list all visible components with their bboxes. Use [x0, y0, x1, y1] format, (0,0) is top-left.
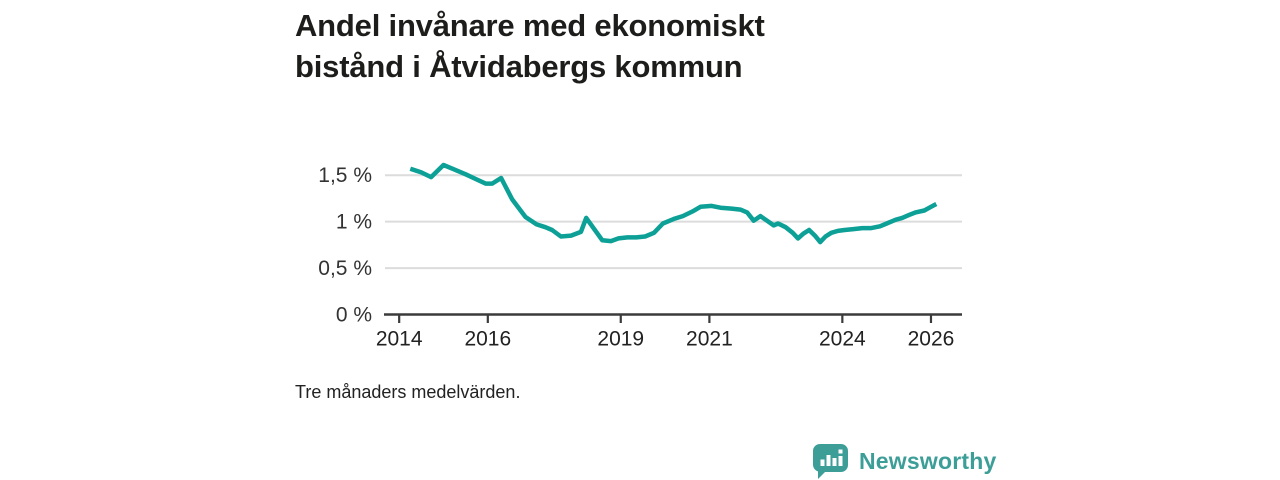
x-axis-tick-label: 2026 — [908, 328, 955, 351]
y-axis-tick-label: 1 % — [336, 211, 372, 234]
chart-title: Andel invånare med ekonomiskt bistånd i … — [295, 5, 765, 87]
x-axis-tick-label: 2016 — [464, 328, 511, 351]
y-axis-tick-label: 1,5 % — [318, 164, 372, 187]
x-axis-tick-label: 2014 — [376, 328, 423, 351]
brand-name: Newsworthy — [859, 448, 997, 474]
newsworthy-logo: Newsworthy — [812, 443, 996, 480]
x-axis-tick-label: 2021 — [686, 328, 733, 351]
y-axis-tick-label: 0 % — [336, 304, 372, 327]
x-axis-tick-label: 2019 — [597, 328, 644, 351]
chart-title-line-1: Andel invånare med ekonomiskt — [295, 8, 765, 43]
y-axis-tick-label: 0,5 % — [318, 257, 372, 280]
chart-footnote: Tre månaders medelvärden. — [295, 382, 521, 402]
chart-title-line-2: bistånd i Åtvidabergs kommun — [295, 49, 743, 84]
data-series-line — [409, 162, 938, 245]
x-axis-tick-label: 2024 — [819, 328, 866, 351]
speech-bubble-bar-chart-icon — [813, 444, 848, 479]
